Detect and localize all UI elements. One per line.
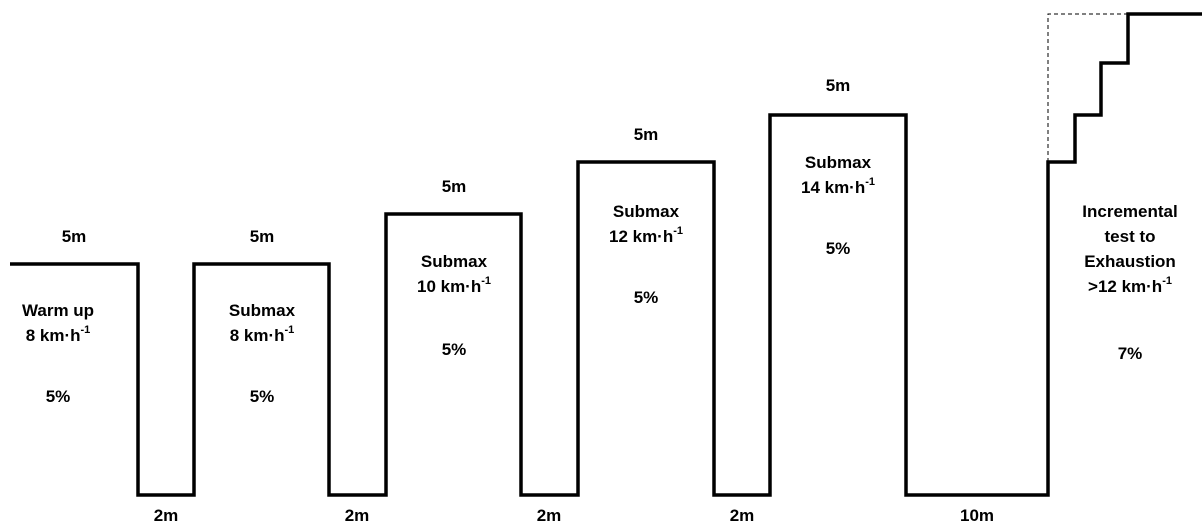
stage-2-speed: 8 km·h-1 — [229, 324, 295, 345]
stage-1-duration: 5m — [61, 227, 87, 246]
stage-1-name: Warm up — [21, 301, 95, 320]
rest-2-duration: 2m — [344, 506, 370, 525]
stage-4-name: Submax — [612, 202, 680, 221]
stage-6-grade: 7% — [1117, 344, 1143, 363]
stage-5-grade: 5% — [825, 239, 851, 258]
stage-2-name: Submax — [228, 301, 296, 320]
rest-1-duration: 2m — [153, 506, 179, 525]
stage-3-speed: 10 km·h-1 — [416, 275, 492, 296]
stage-6-speed: >12 km·h-1 — [1088, 275, 1172, 296]
stage-6-line-2: test to — [1104, 227, 1156, 246]
stage-5-duration: 5m — [825, 76, 851, 95]
stage-1-grade: 5% — [45, 387, 71, 406]
stage-4-duration: 5m — [633, 125, 659, 144]
stage-3-duration: 5m — [441, 177, 467, 196]
incremental-dashed-guide — [1047, 13, 1128, 162]
stage-1-speed: 8 km·h-1 — [25, 324, 91, 345]
stage-6-line-1: Incremental — [1082, 202, 1178, 221]
stage-6-line-3: Exhaustion — [1084, 252, 1176, 271]
stage-2-grade: 5% — [249, 387, 275, 406]
stage-4-grade: 5% — [633, 288, 659, 307]
stage-4-speed: 12 km·h-1 — [608, 225, 684, 246]
rest-4-duration: 2m — [729, 506, 755, 525]
rest-3-duration: 2m — [536, 506, 562, 525]
stage-3-grade: 5% — [441, 340, 467, 359]
protocol-line — [10, 12, 1202, 497]
stage-2-duration: 5m — [249, 227, 275, 246]
stage-3-name: Submax — [420, 252, 488, 271]
stage-5-speed: 14 km·h-1 — [800, 176, 876, 197]
stage-5-name: Submax — [804, 153, 872, 172]
rest-5-duration: 10m — [959, 506, 995, 525]
